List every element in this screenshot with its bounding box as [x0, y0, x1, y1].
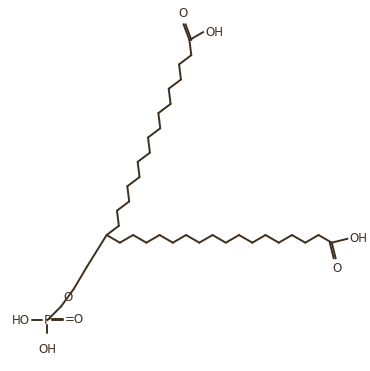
Text: OH: OH: [350, 232, 367, 245]
Text: O: O: [332, 262, 341, 275]
Text: O: O: [178, 7, 187, 20]
Text: OH: OH: [38, 343, 56, 356]
Text: HO: HO: [11, 313, 30, 327]
Text: OH: OH: [205, 26, 223, 39]
Text: O: O: [63, 291, 73, 304]
Text: P: P: [44, 313, 51, 327]
Text: -: -: [35, 313, 40, 327]
Text: =O: =O: [65, 313, 84, 326]
